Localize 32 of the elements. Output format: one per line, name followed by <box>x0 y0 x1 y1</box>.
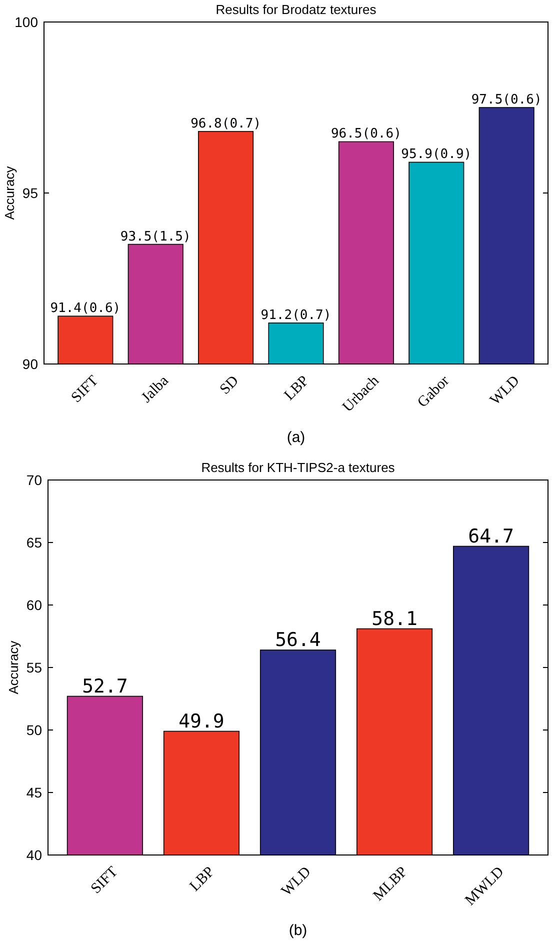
data-label: 91.4(0.6) <box>50 301 121 316</box>
data-label: 56.4 <box>275 629 321 651</box>
y-tick-label: 65 <box>26 534 42 550</box>
data-label: 93.5(1.5) <box>120 229 191 244</box>
x-tick-label: LBP <box>186 864 218 895</box>
y-tick-label: 50 <box>26 722 42 738</box>
data-label: 96.5(0.6) <box>330 126 402 142</box>
y-tick-label: 90 <box>22 356 38 372</box>
text: (a) <box>286 429 306 446</box>
x-tick-label: SD <box>217 372 242 398</box>
data-label: 58.1 <box>372 608 418 630</box>
chart-title: Results for KTH-TIPS2-a textures <box>201 460 396 475</box>
y-tick-label: 55 <box>26 659 42 676</box>
data-label: 49.9 <box>178 710 224 732</box>
x-tick-label: Jalba <box>138 372 172 406</box>
data-label: 95.9(0.9) <box>401 147 472 162</box>
text: (b) <box>288 922 308 939</box>
y-tick-label: 45 <box>26 784 42 800</box>
y-tick-label: 40 <box>26 846 42 863</box>
chart-title: Results for Brodatz textures <box>216 2 377 17</box>
y-tick-label: 70 <box>26 472 42 488</box>
y-axis-title: Accuracy <box>6 640 21 694</box>
data-label: 96.8(0.7) <box>190 116 262 132</box>
y-axis-title: Accuracy <box>2 166 17 220</box>
y-tick-label: 100 <box>14 14 38 30</box>
y-tick-label: 95 <box>22 184 38 201</box>
data-label: 64.7 <box>468 525 514 548</box>
data-label: 52.7 <box>82 675 128 698</box>
data-label: 91.2(0.7) <box>260 308 332 323</box>
y-tick-label: 60 <box>26 596 42 613</box>
x-tick-label: LBP <box>281 372 312 404</box>
data-label: 97.5(0.6) <box>471 92 542 108</box>
